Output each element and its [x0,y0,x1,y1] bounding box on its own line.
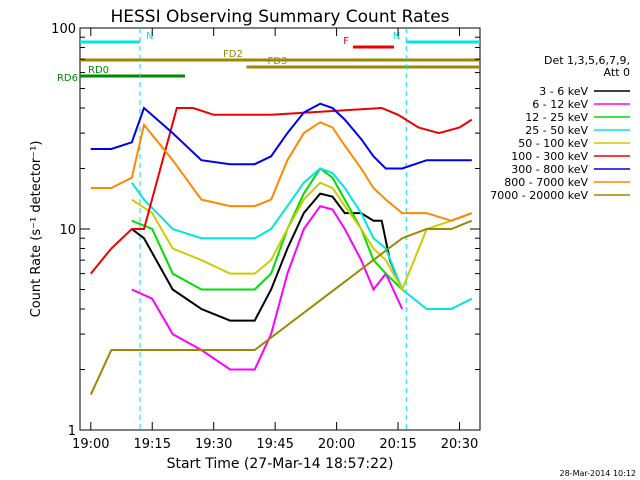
annotation-label: RD6 [57,73,78,84]
x-tick-label: 20:30 [441,437,478,452]
annotation-label: FD2 [223,49,243,60]
annotation-label: N [146,31,153,42]
series-line [90,106,473,275]
legend-label: 12 - 25 keV [525,111,588,124]
legend-title-line-2: Att 0 [604,66,630,79]
legend-label: 3 - 6 keV [539,85,588,98]
legend-label: 7000 - 20000 keV [490,189,588,202]
series-line [131,204,404,371]
legend-label: 800 - 7000 keV [504,176,588,189]
chart-title: HESSI Observing Summary Count Rates [110,7,449,27]
annotation-label: N [393,31,400,42]
legend-label: 50 - 100 keV [518,137,588,150]
legend-label: 100 - 300 keV [511,150,588,163]
x-tick-label: 19:15 [134,437,171,452]
annotation-label: FD3 [267,56,287,67]
legend-label: 300 - 800 keV [511,163,588,176]
y-tick-label: 100 [51,22,76,37]
y-tick-label: 10 [59,223,76,238]
series-line [90,121,473,222]
x-tick-label: 19:45 [256,437,293,452]
y-tick-label: 1 [68,424,76,439]
legend-title-line-1: Det 1,3,5,6,7,9, [544,54,630,67]
x-tick-label: 19:00 [72,437,109,452]
y-axis-label: Count Rate (s⁻¹ detector⁻¹) [29,141,44,318]
series-line [131,192,404,322]
axis-layer: 19:00 19:15 19:30 19:45 20:00 20:15 20:30 1 10 10… [51,22,480,452]
timestamp: 28-Mar-2014 10:12 [560,469,637,478]
x-tick-label: 20:00 [318,437,355,452]
series-layer [89,102,473,396]
annotation-label: F [343,36,349,47]
series-line [90,102,472,170]
series-line [131,181,473,292]
x-tick-label: 19:30 [195,437,232,452]
legend-label: 6 - 12 keV [532,98,588,111]
annotation-layer: N N F FD2 FD3 RD0 RD6 [57,28,480,430]
series-line [130,167,473,310]
x-axis-label: Start Time (27-Mar-14 18:57:22) [167,456,394,472]
annotation-label: RD0 [88,65,109,76]
x-tick-label: 20:15 [379,437,416,452]
series-line [89,219,473,396]
series-line [131,167,403,291]
legend-label: 25 - 50 keV [525,124,588,137]
